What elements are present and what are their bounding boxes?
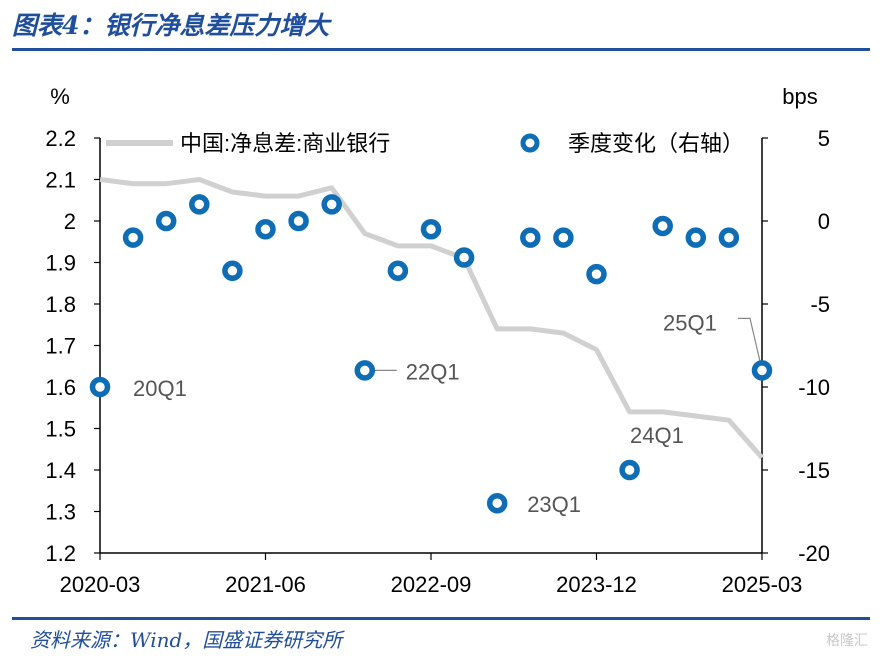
right-tick-label: -5 (810, 292, 830, 317)
left-tick-label: 2.2 (45, 126, 76, 151)
right-tick-label: -15 (798, 458, 830, 483)
right-unit-label: bps (782, 84, 817, 109)
left-tick-label: 1.5 (45, 417, 76, 442)
quarterly-change-point (122, 227, 144, 248)
legend-marker-label: 季度变化（右轴） (568, 131, 744, 156)
left-tick-label: 1.3 (45, 500, 76, 525)
quarterly-change-point (155, 210, 177, 232)
quarterly-change-point (222, 260, 243, 282)
annotation-label: 22Q1 (406, 359, 460, 384)
x-tick-label: 2025-03 (722, 572, 803, 597)
left-tick-label: 1.2 (45, 541, 76, 566)
left-tick-label: 1.8 (45, 292, 76, 317)
left-tick-label: 2 (64, 209, 76, 234)
annotation-label: 20Q1 (133, 376, 187, 401)
title-rule (12, 48, 870, 51)
left-tick-label: 2.1 (45, 168, 76, 193)
x-tick-label: 2022-09 (391, 572, 472, 597)
left-tick-label: 1.4 (45, 458, 76, 483)
footer-rule (12, 617, 870, 620)
x-tick-label: 2021-06 (225, 572, 306, 597)
quarterly-change-point (189, 194, 210, 215)
left-unit-label: % (50, 84, 70, 109)
quarterly-change-point (321, 194, 342, 215)
left-tick-label: 1.9 (45, 251, 76, 276)
annotation-label: 24Q1 (630, 423, 684, 448)
quarterly-change-point (553, 227, 574, 248)
left-tick-label: 1.6 (45, 375, 76, 400)
watermark-logo: 格隆汇 (826, 633, 868, 649)
legend-line-label: 中国:净息差:商业银行 (180, 131, 390, 156)
annotation-leader (738, 317, 761, 362)
quarterly-change-point (453, 247, 475, 268)
right-tick-label: -10 (798, 375, 830, 400)
nim-series-line (99, 177, 764, 460)
quarterly-change-point (619, 459, 640, 481)
left-tick-label: 1.7 (45, 334, 76, 359)
quarterly-change-point (652, 215, 673, 237)
quarterly-change-point (520, 227, 541, 248)
right-tick-label: 0 (818, 209, 830, 234)
quarterly-change-point (387, 260, 409, 282)
quarterly-change-point (288, 210, 309, 232)
legend-marker-swatch (520, 133, 540, 153)
quarterly-change-point (486, 492, 508, 514)
x-tick-label: 2023-12 (556, 572, 637, 597)
chart-title: 图表4：银行净息差压力增大 (12, 11, 330, 40)
annotation-label: 25Q1 (663, 310, 717, 335)
source-note: 资料来源：Wind，国盛证券研究所 (30, 628, 343, 652)
quarterly-change-point (255, 219, 276, 240)
quarterly-change-point (89, 376, 111, 398)
quarterly-change-point (586, 263, 607, 285)
annotation-label: 23Q1 (527, 492, 581, 517)
right-tick-label: 5 (818, 126, 830, 151)
quarterly-change-point (751, 360, 773, 381)
quarterly-change-point (420, 219, 442, 240)
quarterly-change-point (685, 227, 707, 248)
quarterly-change-point (718, 227, 740, 248)
x-tick-label: 2020-03 (60, 572, 141, 597)
quarterly-change-point (354, 360, 376, 381)
right-tick-label: -20 (798, 541, 830, 566)
